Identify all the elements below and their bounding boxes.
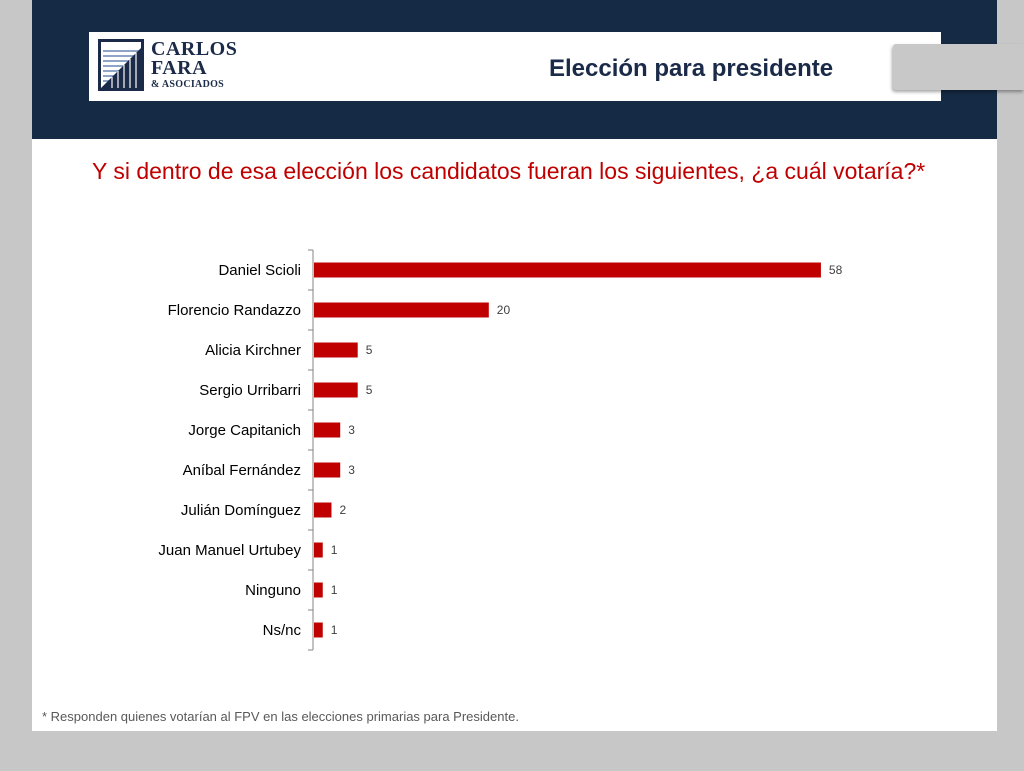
data-label: 20 (497, 303, 511, 317)
category-label: Jorge Capitanich (188, 422, 301, 439)
category-label: Florencio Randazzo (168, 302, 301, 319)
logo-line-3: & ASOCIADOS (151, 79, 225, 90)
category-label: Ninguno (245, 582, 301, 599)
bar (314, 342, 358, 358)
bar (314, 542, 323, 558)
bar (314, 262, 821, 278)
data-label: 3 (348, 423, 355, 437)
logo-text: CARLOS FARA & ASOCIADOS (151, 38, 238, 90)
category-label: Ns/nc (263, 622, 302, 639)
category-label: Daniel Scioli (218, 262, 301, 279)
data-label: 5 (366, 343, 373, 357)
category-label: Julián Domínguez (181, 502, 301, 519)
page-title: Elección para presidente (549, 55, 834, 82)
question-text: Y si dentro de esa elección los candidat… (92, 158, 926, 184)
data-label: 1 (331, 543, 338, 557)
data-label: 58 (829, 263, 843, 277)
category-label: Sergio Urribarri (199, 382, 301, 399)
bar (314, 502, 332, 518)
category-label: Aníbal Fernández (183, 462, 301, 479)
logo-line-2: FARA (151, 57, 208, 79)
logo-line-1: CARLOS (151, 38, 238, 60)
data-label: 1 (331, 583, 338, 597)
data-label: 3 (348, 463, 355, 477)
category-label: Juan Manuel Urtubey (158, 542, 301, 559)
bar (314, 382, 358, 398)
category-label: Alicia Kirchner (205, 342, 301, 359)
bar (314, 462, 341, 478)
side-tab (893, 44, 1024, 90)
bar (314, 302, 489, 318)
header-box (89, 32, 941, 101)
data-label: 5 (366, 383, 373, 397)
data-label: 2 (339, 503, 346, 517)
bar (314, 582, 323, 598)
bar (314, 622, 323, 638)
footnote: * Responden quienes votarían al FPV en l… (42, 709, 519, 724)
data-label: 1 (331, 623, 338, 637)
logo-icon (98, 39, 144, 91)
bar (314, 422, 341, 438)
